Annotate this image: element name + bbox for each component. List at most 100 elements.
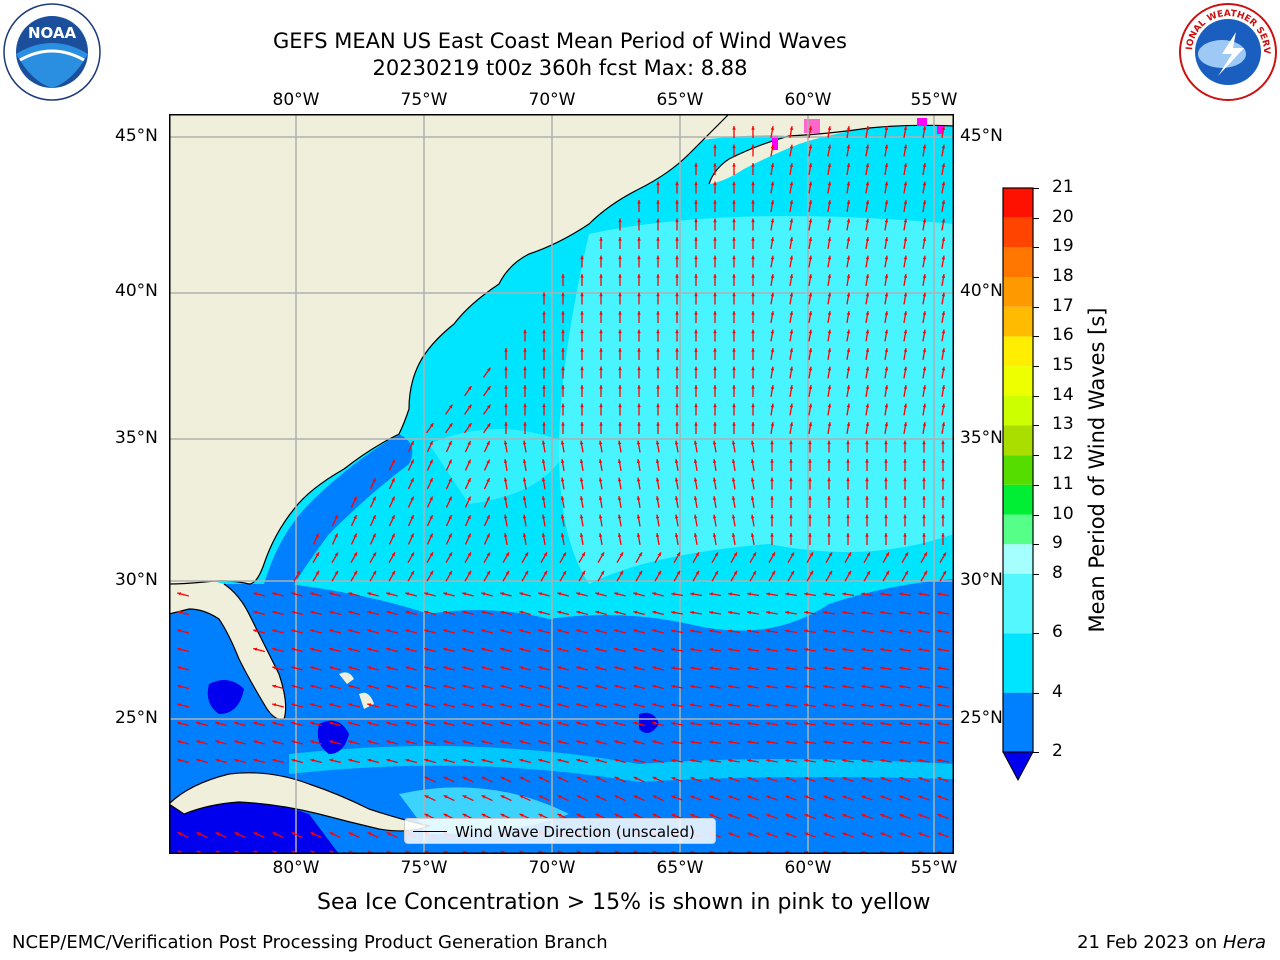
wind-wave-arrow-head — [391, 552, 395, 557]
wind-wave-arrow-head — [884, 348, 889, 352]
wind-wave-arrow-head — [733, 570, 737, 575]
wind-wave-arrow-head — [865, 459, 869, 463]
wind-wave-arrow-head — [789, 514, 793, 519]
wind-wave-arrow-head — [827, 514, 831, 519]
wind-wave-arrow-head — [937, 832, 942, 836]
wind-wave-arrow-head — [329, 610, 334, 615]
wind-wave-arrow-head — [770, 126, 775, 130]
colorbar-bin — [1003, 306, 1033, 337]
wind-wave-arrow-head — [503, 477, 508, 482]
wind-wave-arrow-head — [865, 181, 870, 186]
wind-wave-arrow-head — [633, 629, 638, 633]
wind-wave-arrow-head — [785, 647, 789, 652]
wind-wave-arrow-head — [713, 311, 717, 315]
wind-wave-arrow-head — [599, 385, 603, 389]
wind-wave-arrow-head — [903, 237, 908, 241]
wind-wave-arrow-head — [712, 514, 717, 519]
wind-wave-arrow-head — [846, 144, 851, 149]
wind-wave-arrow-head — [789, 422, 794, 426]
wind-wave-arrow-head — [941, 422, 946, 426]
wind-wave-arrow-head — [728, 629, 732, 633]
wind-wave-arrow-head — [315, 570, 319, 575]
wind-wave-arrow-head — [561, 403, 565, 408]
wind-wave-arrow-head — [576, 721, 581, 726]
colorbar-tick-mark — [1033, 752, 1039, 753]
wind-wave-arrow-head — [674, 459, 679, 463]
wind-wave-arrow-head — [367, 758, 372, 763]
wind-wave-arrow-head — [329, 703, 334, 707]
wind-wave-arrow-head — [652, 666, 657, 670]
wind-wave-arrow-head — [709, 795, 714, 799]
wind-wave-arrow-head — [884, 237, 889, 241]
wind-wave-arrow-head — [823, 610, 827, 615]
wind-wave-arrow-head — [941, 255, 946, 260]
wind-wave-arrow-head — [500, 795, 505, 799]
wind-wave-arrow-head — [941, 218, 946, 223]
wind-wave-arrow-head — [637, 218, 641, 223]
wind-wave-arrow-head — [652, 629, 657, 633]
wind-wave-arrow-head — [709, 629, 713, 633]
wind-wave-arrow-head — [519, 795, 524, 799]
wind-wave-arrow-head — [880, 610, 884, 615]
wind-wave-arrow-head — [633, 592, 638, 596]
wind-wave-arrow-head — [789, 144, 794, 149]
wind-wave-arrow-head — [448, 441, 452, 446]
wind-wave-arrow-head — [196, 721, 201, 726]
wind-wave-arrow-head — [846, 422, 851, 426]
wind-wave-arrow-head — [562, 552, 566, 557]
ocean-band-4-6 — [289, 746, 954, 782]
wind-wave-arrow-head — [486, 441, 490, 446]
wind-wave-arrow-head — [785, 814, 790, 818]
wind-wave-arrow-head — [675, 237, 679, 241]
wind-wave-arrow-head — [177, 721, 182, 726]
wind-wave-arrow-head — [541, 514, 546, 519]
wind-wave-arrow-head — [329, 666, 334, 670]
wind-wave-arrow-head — [770, 385, 775, 389]
wind-wave-arrow-head — [538, 850, 543, 854]
wind-wave-arrow-head — [728, 795, 733, 799]
wind-wave-arrow-head — [865, 496, 869, 500]
wind-wave-arrow-head — [481, 610, 486, 615]
wind-wave-arrow-head — [808, 126, 813, 130]
wind-wave-arrow-head — [842, 721, 846, 726]
wind-wave-arrow-head — [633, 610, 638, 615]
wind-wave-arrows — [177, 125, 950, 854]
wind-wave-arrow-head — [310, 740, 315, 744]
wind-wave-arrow-head — [865, 237, 870, 241]
wind-wave-arrow-head — [538, 647, 543, 652]
wind-wave-arrow-head — [865, 514, 869, 519]
wind-wave-arrow-head — [481, 776, 486, 781]
wind-wave-arrow-head — [731, 477, 736, 482]
wind-wave-arrow-head — [557, 629, 562, 633]
wind-wave-arrow-head — [353, 515, 357, 520]
wind-wave-arrow-head — [652, 850, 657, 854]
wind-wave-arrow-head — [272, 666, 277, 670]
wind-wave-arrow-head — [538, 758, 543, 763]
wind-wave-arrow-head — [846, 533, 850, 537]
wind-wave-arrow-head — [637, 292, 641, 297]
wind-wave-arrow-head — [918, 814, 923, 818]
wind-wave-arrow-head — [467, 441, 471, 446]
wind-wave-arrow-head — [329, 647, 334, 652]
wind-wave-arrow-head — [899, 740, 903, 744]
wind-wave-arrow-head — [405, 629, 410, 633]
wind-wave-arrow-head — [443, 850, 448, 854]
wind-wave-arrow-head — [823, 592, 827, 596]
wind-wave-arrow-head — [884, 292, 889, 297]
wind-wave-arrow-head — [272, 703, 277, 707]
wind-wave-arrow-head — [713, 422, 717, 426]
wind-wave-arrow-head — [600, 570, 604, 575]
wind-wave-arrow-head — [234, 740, 239, 744]
wind-wave-arrow-head — [177, 666, 182, 670]
wind-wave-arrow-head — [481, 647, 486, 652]
wind-wave-arrow-head — [429, 570, 433, 575]
wind-wave-arrow-head — [522, 533, 527, 537]
wind-wave-arrow-head — [177, 592, 182, 596]
wind-wave-arrow-head — [789, 292, 794, 297]
wind-wave-arrow-head — [808, 218, 813, 223]
wind-wave-arrow-head — [804, 832, 809, 836]
wind-wave-arrow-head — [522, 440, 527, 445]
wind-wave-arrow-head — [904, 570, 908, 575]
wind-wave-arrow-head — [675, 292, 679, 297]
lon-tick-top: 55°W — [910, 90, 958, 110]
